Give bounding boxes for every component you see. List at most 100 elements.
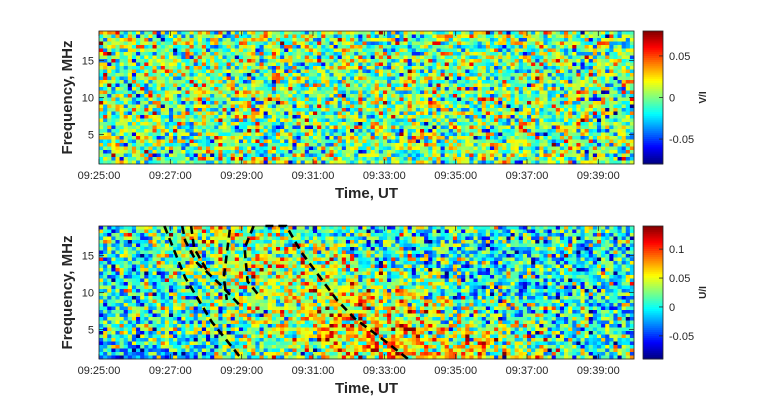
heatmap-cell <box>588 94 594 98</box>
heatmap-cell <box>144 59 149 63</box>
heatmap-cell <box>378 62 384 67</box>
heatmap-cell <box>280 34 285 39</box>
heatmap-cell <box>436 132 442 137</box>
heatmap-cell <box>481 48 487 53</box>
heatmap-cell <box>148 52 153 56</box>
heatmap-cell <box>592 73 598 77</box>
heatmap-cell <box>420 34 425 39</box>
heatmap-cell <box>197 115 203 119</box>
heatmap-cell <box>136 80 141 84</box>
heatmap-cell <box>325 150 330 154</box>
heatmap-cell <box>259 136 265 140</box>
colorbar-swatch <box>643 47 663 51</box>
heatmap-cell <box>197 59 203 63</box>
heatmap-cell <box>588 118 594 123</box>
heatmap-cell <box>469 101 474 105</box>
heatmap-cell <box>280 87 285 91</box>
heatmap-cell <box>469 55 474 60</box>
heatmap-cell <box>214 101 219 105</box>
heatmap-cell <box>399 94 404 98</box>
heatmap-cell <box>267 139 273 144</box>
heatmap-cell <box>481 34 487 39</box>
x-tick-label: 09:31:00 <box>292 170 335 182</box>
heatmap-cell <box>580 69 586 74</box>
heatmap-cell <box>407 59 413 63</box>
heatmap-cell <box>185 104 190 109</box>
heatmap-cell <box>275 83 281 88</box>
heatmap-cell <box>617 118 623 123</box>
heatmap-cell <box>103 108 108 112</box>
heatmap-cell <box>136 38 141 42</box>
heatmap-cell <box>189 157 195 161</box>
heatmap-cell <box>238 97 244 102</box>
heatmap-cell <box>251 45 256 49</box>
heatmap-cell <box>201 139 207 144</box>
heatmap-cell <box>111 146 116 151</box>
heatmap-cell <box>568 55 573 60</box>
heatmap-cell <box>144 69 149 74</box>
heatmap-cell <box>168 153 174 158</box>
heatmap-cell <box>596 125 602 130</box>
heatmap-cell <box>613 90 618 95</box>
heatmap-cell <box>226 118 232 123</box>
heatmap-cell <box>399 111 404 116</box>
heatmap-cell <box>518 55 524 60</box>
heatmap-cell <box>103 41 108 46</box>
heatmap-cell <box>152 87 158 91</box>
heatmap-cell <box>288 87 293 91</box>
heatmap-cell <box>308 111 314 116</box>
heatmap-cell <box>284 38 289 42</box>
heatmap-cell <box>617 132 623 137</box>
heatmap-cell <box>428 132 433 137</box>
heatmap-cell <box>527 83 532 88</box>
heatmap-cell <box>531 87 536 91</box>
heatmap-cell <box>197 136 203 140</box>
heatmap-cell <box>580 59 586 63</box>
heatmap-cell <box>313 160 318 165</box>
heatmap-cell <box>527 146 532 151</box>
heatmap-cell <box>210 104 215 109</box>
heatmap-cell <box>168 136 174 140</box>
heatmap-cell <box>341 69 347 74</box>
heatmap-cell <box>374 111 380 116</box>
heatmap-cell <box>152 34 158 39</box>
heatmap-cell <box>345 31 351 35</box>
heatmap-cell <box>136 132 141 137</box>
heatmap-cell <box>428 66 433 70</box>
heatmap-cell <box>522 139 528 144</box>
heatmap-cell <box>280 146 285 151</box>
heatmap-cell <box>370 80 376 84</box>
heatmap-cell <box>531 129 536 133</box>
heatmap-cell <box>382 136 388 140</box>
heatmap-cell <box>592 153 598 158</box>
heatmap-cell <box>304 55 310 60</box>
heatmap-cell <box>127 66 133 70</box>
heatmap-cell <box>613 38 618 42</box>
heatmap-cell <box>304 160 310 165</box>
heatmap-cell <box>457 160 462 165</box>
heatmap-cell <box>193 41 199 46</box>
heatmap-cell <box>300 101 306 105</box>
heatmap-cell <box>103 52 108 56</box>
heatmap-cell <box>131 38 137 42</box>
heatmap-cell <box>103 146 108 151</box>
heatmap-cell <box>465 136 470 140</box>
heatmap-cell <box>452 118 458 123</box>
heatmap-cell <box>576 59 581 63</box>
heatmap-cell <box>136 122 141 126</box>
heatmap-cell <box>403 41 409 46</box>
heatmap-cell <box>156 41 162 46</box>
heatmap-cell <box>489 41 495 46</box>
heatmap-cell <box>152 76 158 81</box>
heatmap-cell <box>621 129 627 133</box>
heatmap-cell <box>325 136 330 140</box>
heatmap-cell <box>510 83 516 88</box>
heatmap-cell <box>592 55 598 60</box>
heatmap-cell <box>580 111 586 116</box>
heatmap-cell <box>337 38 343 42</box>
heatmap-cell <box>531 34 536 39</box>
heatmap-cell <box>321 146 326 151</box>
heatmap-cell <box>436 157 442 161</box>
heatmap-cell <box>539 34 544 39</box>
heatmap-cell <box>123 118 129 123</box>
